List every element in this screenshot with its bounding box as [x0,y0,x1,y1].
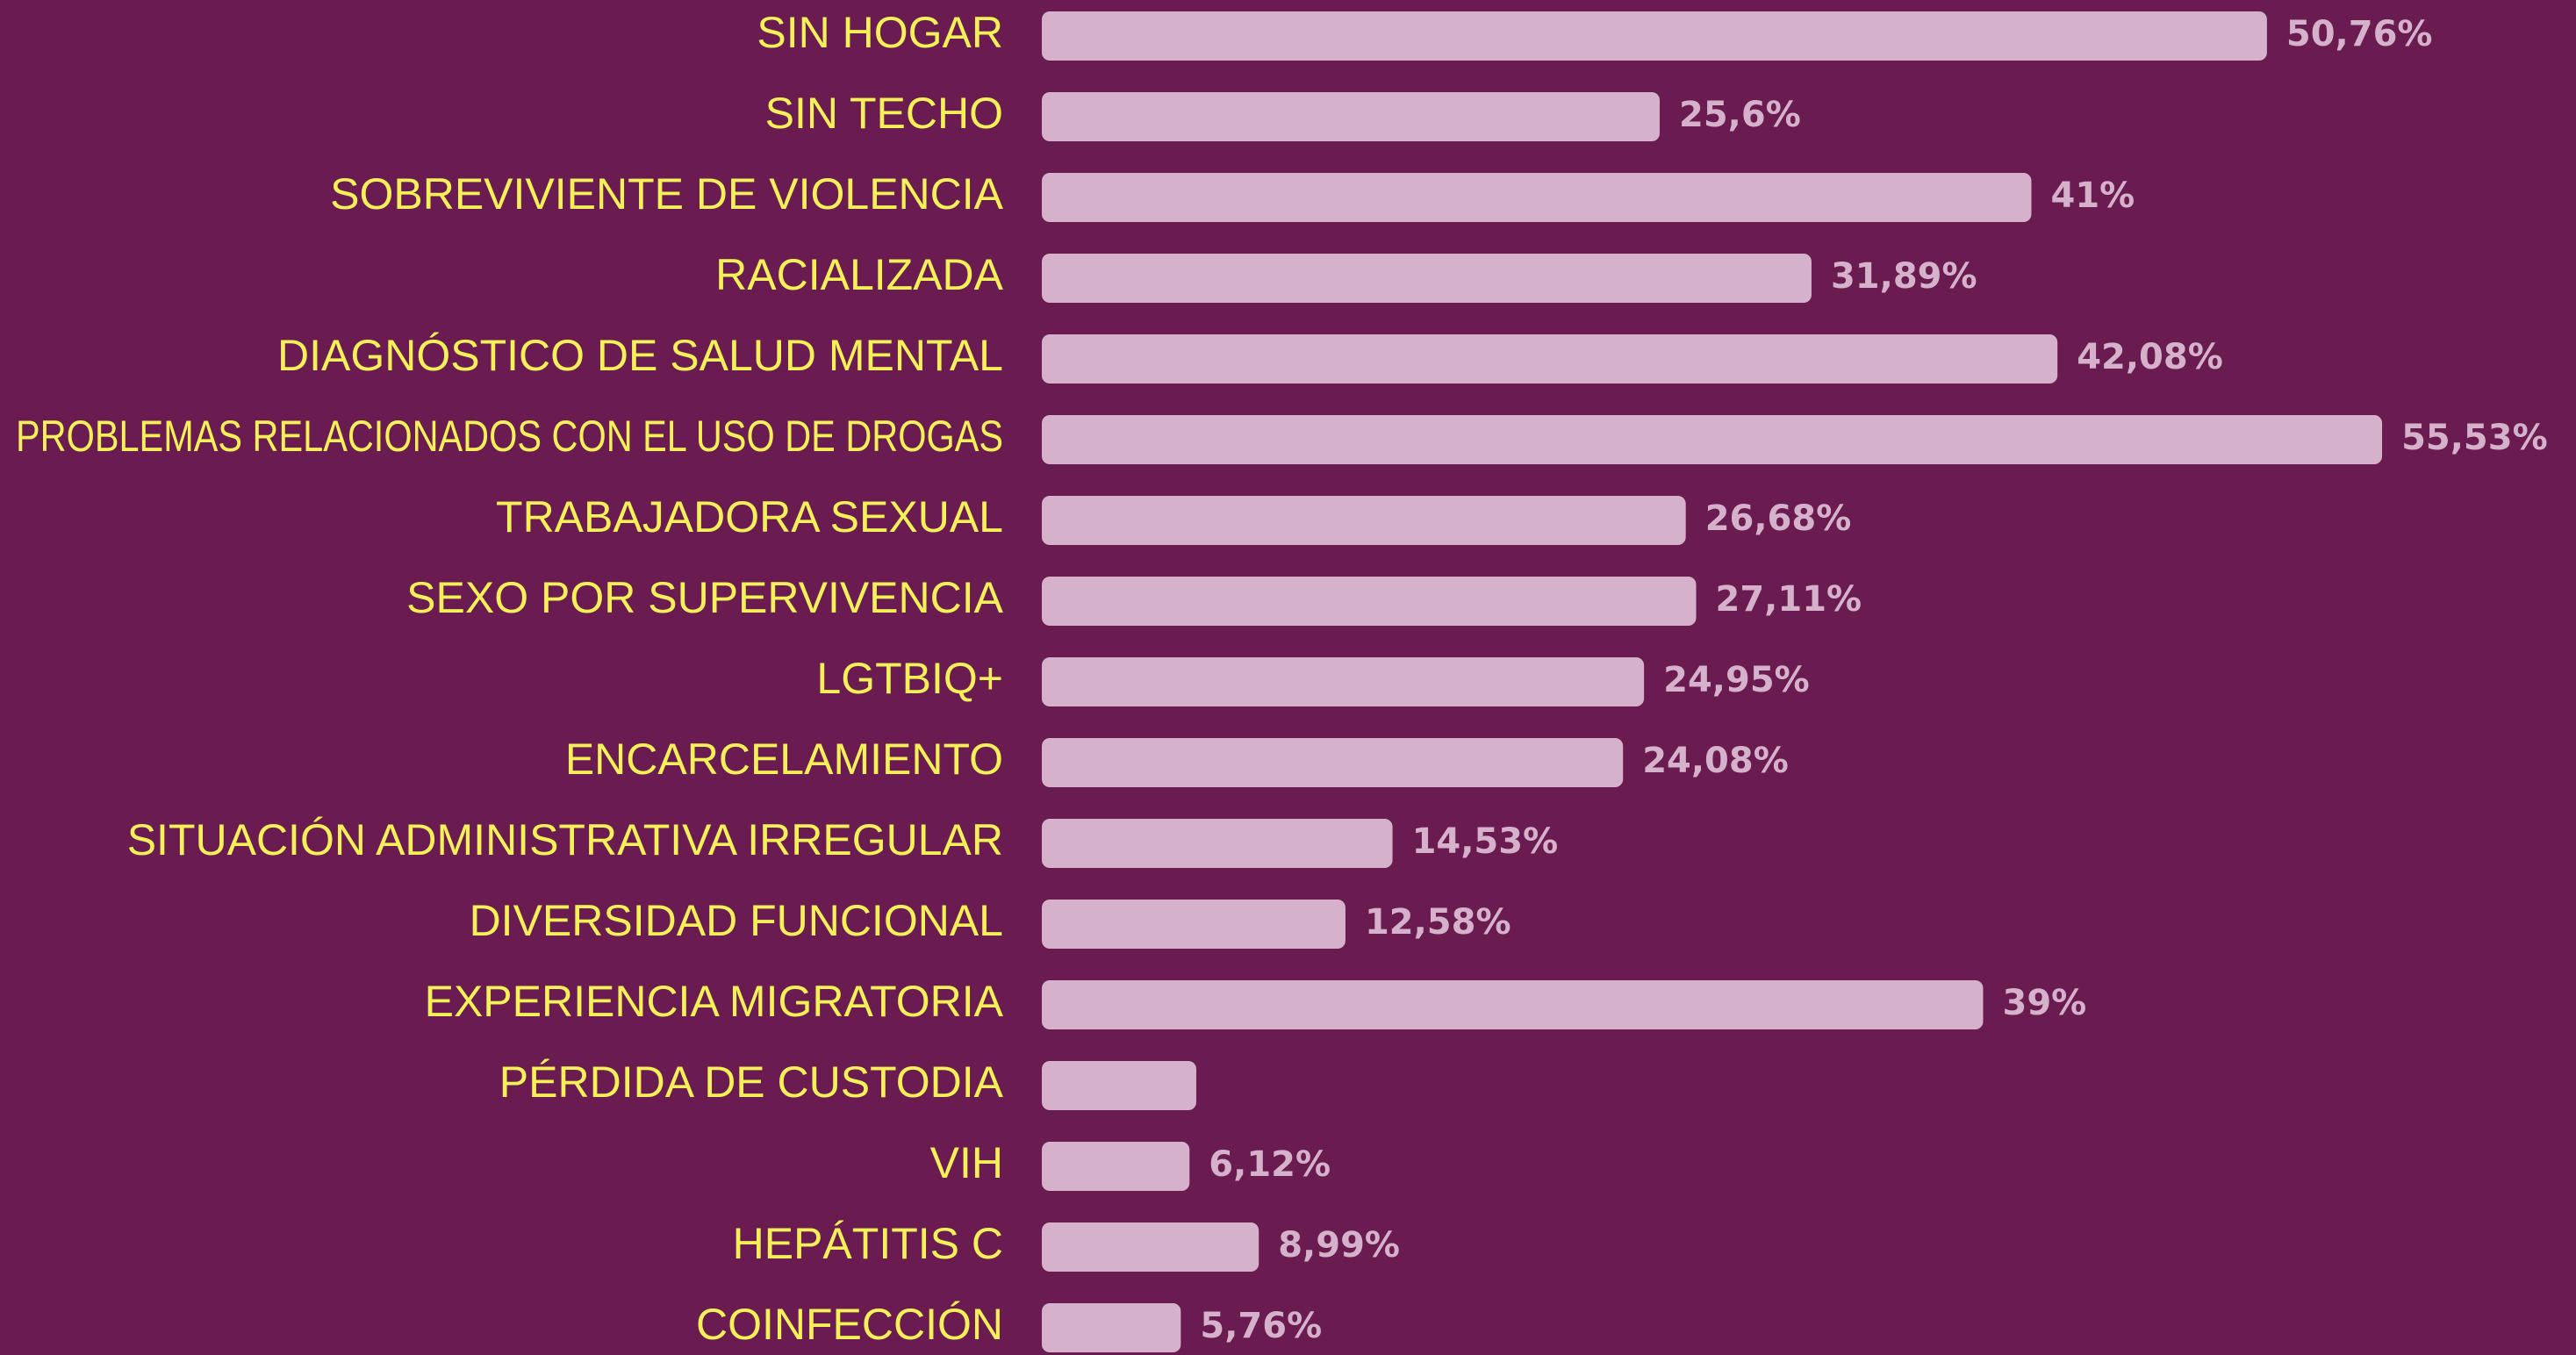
bar [1042,900,1345,949]
category-label: RACIALIZADA [715,250,1004,299]
value-label: 14,53% [1412,821,1559,862]
category-label: PROBLEMAS RELACIONADOS CON EL USO DE DRO… [16,412,1003,461]
value-label: 39% [2003,983,2087,1023]
value-label: 27,11% [1716,579,1862,620]
bar [1042,415,2383,464]
category-label: SEXO POR SUPERVIVENCIA [406,573,1003,622]
category-label: VIH [930,1138,1003,1187]
category-label: DIAGNÓSTICO DE SALUD MENTAL [277,331,1003,380]
bar [1042,819,1393,868]
value-label: 25,6% [1679,95,1801,135]
value-label: 24,08% [1642,741,1789,781]
category-label: DIVERSIDAD FUNCIONAL [470,896,1003,945]
category-label: COINFECCIÓN [696,1300,1003,1349]
bar [1042,738,1624,787]
category-label: TRABAJADORA SEXUAL [496,492,1003,541]
bar [1042,980,1984,1029]
category-label: PÉRDIDA DE CUSTODIA [499,1057,1004,1107]
bar [1042,657,1645,706]
category-label: SOBREVIVIENTE DE VIOLENCIA [330,169,1004,219]
value-label: 12,58% [1365,902,1511,943]
bar [1042,334,2058,384]
category-label: LGTBIQ+ [816,654,1003,703]
bar [1042,577,1697,626]
bar [1042,1142,1190,1191]
value-label: 24,95% [1663,660,1810,700]
category-label: SITUACIÓN ADMINISTRATIVA IRREGULAR [127,815,1003,864]
bar [1042,1222,1259,1272]
category-label: HEPÁTITIS C [733,1219,1003,1268]
category-label: ENCARCELAMIENTO [565,735,1003,784]
category-label: EXPERIENCIA MIGRATORIA [425,977,1004,1026]
value-label: 41% [2051,176,2135,216]
category-label: SIN HOGAR [757,8,1003,57]
category-label: SIN TECHO [765,89,1003,138]
bar [1042,1303,1181,1352]
value-label: 50,76% [2286,14,2433,54]
value-label: 55,53% [2401,418,2548,458]
bar [1042,173,2032,222]
value-label: 26,68% [1705,498,1852,539]
bar [1042,92,1660,141]
bar [1042,254,1812,303]
value-label: 42,08% [2077,337,2223,377]
bar [1042,496,1686,545]
bar [1042,1061,1196,1110]
bar [1042,11,2267,61]
value-label: 8,99% [1278,1225,1400,1265]
value-label: 6,12% [1209,1144,1331,1185]
value-label: 5,76% [1200,1306,1322,1346]
value-label: 31,89% [1831,256,1977,297]
